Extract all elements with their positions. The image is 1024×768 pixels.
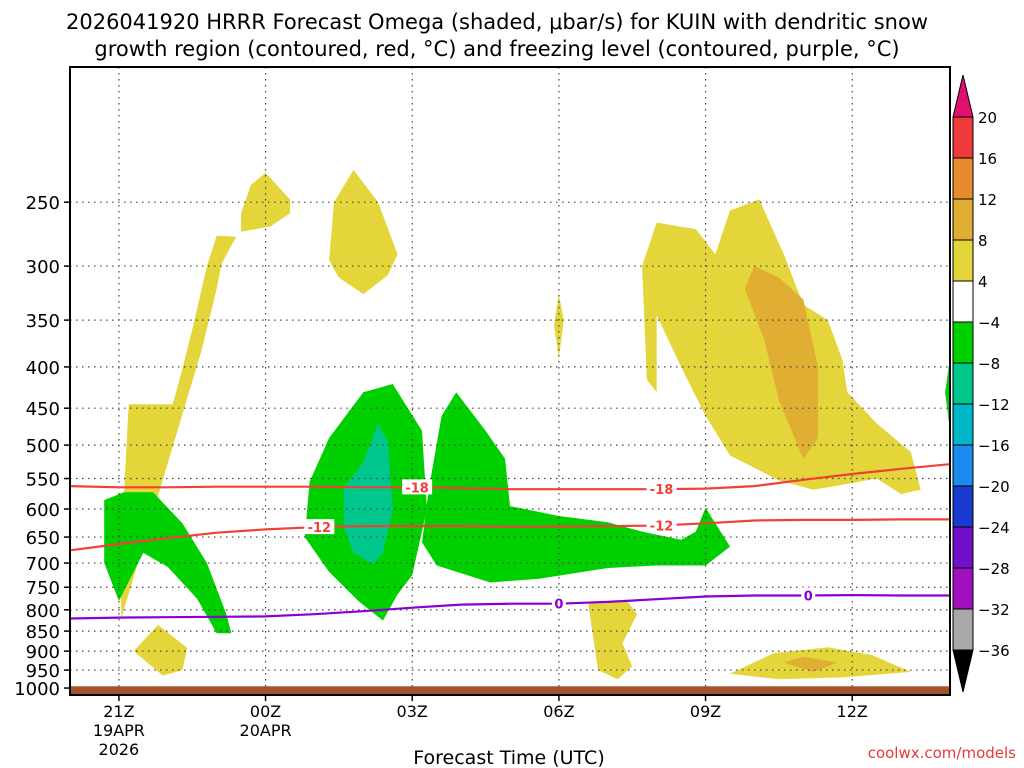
y-tick-label-300: 300 bbox=[26, 257, 60, 278]
x-tick-year-21Z: 2026 bbox=[99, 740, 140, 759]
y-tick-label-1000: 1000 bbox=[14, 679, 60, 700]
x-tick-date-21Z: 19APR bbox=[93, 721, 145, 740]
colorbar-label-6: −8 bbox=[978, 355, 1000, 373]
x-tick-label-03Z: 03Z bbox=[397, 702, 428, 721]
colorbar-label-13: −36 bbox=[978, 642, 1010, 660]
chart-title-line-2: growth region (contoured, red, °C) and f… bbox=[94, 37, 899, 61]
colorbar-label-10: −24 bbox=[978, 519, 1010, 537]
omega-region-7 bbox=[588, 601, 638, 680]
omega-region-1 bbox=[241, 172, 290, 232]
colorbar-swatch-10 bbox=[952, 485, 974, 528]
contour-label-2-0: 0 bbox=[554, 598, 563, 613]
y-tick-label-600: 600 bbox=[26, 500, 60, 521]
chart-title-line-1: 2026041920 HRRR Forecast Omega (shaded, … bbox=[66, 10, 928, 34]
x-tick-label-12Z: 12Z bbox=[837, 702, 868, 721]
terrain-ground bbox=[70, 686, 950, 695]
colorbar-label-1: 16 bbox=[978, 150, 997, 168]
y-tick-label-700: 700 bbox=[26, 554, 60, 575]
omega-region-6 bbox=[133, 624, 188, 676]
x-axis-label: Forecast Time (UTC) bbox=[413, 747, 604, 768]
plot-frame bbox=[69, 66, 951, 696]
y-tick-label-550: 550 bbox=[26, 470, 60, 491]
contour-label-0-1: -18 bbox=[650, 483, 674, 498]
colorbar-label-3: 8 bbox=[978, 232, 988, 250]
x-tick-label-06Z: 06Z bbox=[543, 702, 574, 721]
y-tick-label-250: 250 bbox=[26, 193, 60, 214]
contour-label-bg-1-1 bbox=[646, 517, 677, 533]
contour-line-0 bbox=[70, 463, 950, 491]
y-tick-label-800: 800 bbox=[26, 601, 60, 622]
colorbar-swatch-12 bbox=[952, 567, 974, 610]
x-tick-label-00Z: 00Z bbox=[250, 702, 281, 721]
colorbar-label-8: −16 bbox=[978, 437, 1010, 455]
colorbar-label-7: −12 bbox=[978, 396, 1010, 414]
colorbar-swatch-9 bbox=[952, 444, 974, 487]
y-tick-label-500: 500 bbox=[26, 436, 60, 457]
colorbar-label-11: −28 bbox=[978, 560, 1010, 578]
contour-label-1-0: -12 bbox=[308, 521, 332, 536]
credit-text: coolwx.com/models bbox=[868, 744, 1016, 762]
colorbar-top-triangle bbox=[952, 74, 974, 118]
y-tick-label-750: 750 bbox=[26, 578, 60, 599]
colorbar-swatch-8 bbox=[952, 403, 974, 446]
y-tick-label-950: 950 bbox=[26, 661, 60, 682]
contour-label-bg-0-0 bbox=[402, 479, 433, 495]
colorbar-swatch-11 bbox=[952, 526, 974, 569]
colorbar: 20 16 12 8 4 −4 −8 −12 −16 −20 −24 −28 −32 −36 bbox=[952, 74, 1010, 693]
colorbar-swatch-3 bbox=[952, 198, 974, 241]
contour-line-1 bbox=[70, 518, 950, 552]
colorbar-swatch-7 bbox=[952, 362, 974, 405]
colorbar-swatch-1 bbox=[952, 116, 974, 159]
y-tick-label-450: 450 bbox=[26, 399, 60, 420]
contour-label-bg-0-1 bbox=[646, 481, 677, 497]
colorbar-swatch-4 bbox=[952, 239, 974, 282]
y-tick-label-900: 900 bbox=[26, 642, 60, 663]
colorbar-swatch-13 bbox=[952, 608, 974, 651]
omega-region-10 bbox=[104, 492, 232, 634]
y-axis: 2503003504004505005506006507007508008509… bbox=[14, 193, 70, 700]
omega-region-2 bbox=[329, 169, 398, 295]
omega-shading bbox=[104, 169, 950, 680]
colorbar-swatch-5 bbox=[952, 280, 974, 323]
x-tick-label-21Z: 21Z bbox=[103, 702, 134, 721]
plot-area: -18 -18 -12 -12 0 0 bbox=[69, 66, 951, 696]
contour-label-1-1: -12 bbox=[650, 519, 674, 534]
y-tick-label-850: 850 bbox=[26, 622, 60, 643]
omega-region-14 bbox=[945, 358, 950, 431]
y-tick-label-350: 350 bbox=[26, 311, 60, 332]
x-tick-label-09Z: 09Z bbox=[690, 702, 721, 721]
colorbar-label-5: −4 bbox=[978, 314, 1000, 332]
contour-label-bg-2-1 bbox=[801, 587, 816, 603]
contour-label-bg-2-0 bbox=[551, 595, 566, 611]
y-tick-label-650: 650 bbox=[26, 528, 60, 549]
colorbar-label-4: 4 bbox=[978, 273, 988, 291]
colorbar-label-2: 12 bbox=[978, 191, 997, 209]
colorbar-swatch-6 bbox=[952, 321, 974, 364]
colorbar-swatch-2 bbox=[952, 157, 974, 200]
x-tick-date-00Z: 20APR bbox=[240, 721, 292, 740]
omega-region-13 bbox=[422, 392, 730, 583]
contour-label-2-1: 0 bbox=[804, 589, 813, 604]
gridlines bbox=[70, 67, 950, 695]
colorbar-label-0: 20 bbox=[978, 109, 997, 127]
omega-region-5 bbox=[744, 266, 818, 459]
omega-region-9 bbox=[783, 656, 838, 672]
colorbar-label-12: −32 bbox=[978, 601, 1010, 619]
y-tick-label-400: 400 bbox=[26, 358, 60, 379]
temperature-contours: -18 -18 -12 -12 0 0 bbox=[70, 463, 950, 620]
omega-region-12 bbox=[343, 423, 393, 564]
colorbar-label-9: −20 bbox=[978, 478, 1010, 496]
colorbar-bottom-triangle bbox=[952, 649, 974, 693]
contour-label-0-0: -18 bbox=[405, 481, 429, 496]
contour-label-bg-1-0 bbox=[304, 519, 335, 535]
